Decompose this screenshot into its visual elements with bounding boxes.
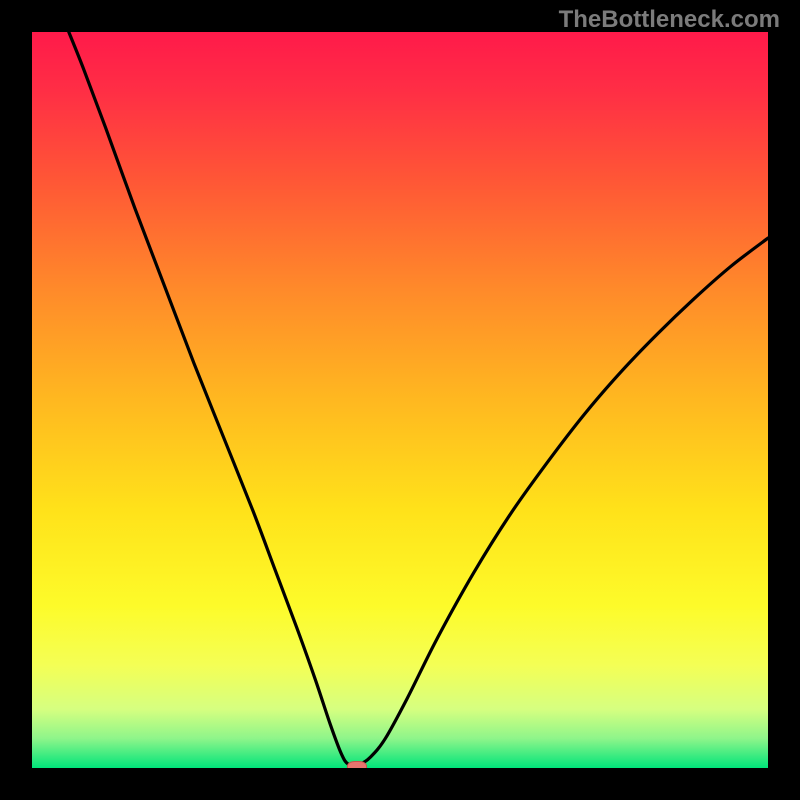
plot-area xyxy=(32,32,768,768)
minimum-marker xyxy=(347,761,367,768)
curve-svg xyxy=(32,32,768,768)
watermark-text: TheBottleneck.com xyxy=(559,6,780,34)
bottleneck-curve xyxy=(69,32,768,765)
